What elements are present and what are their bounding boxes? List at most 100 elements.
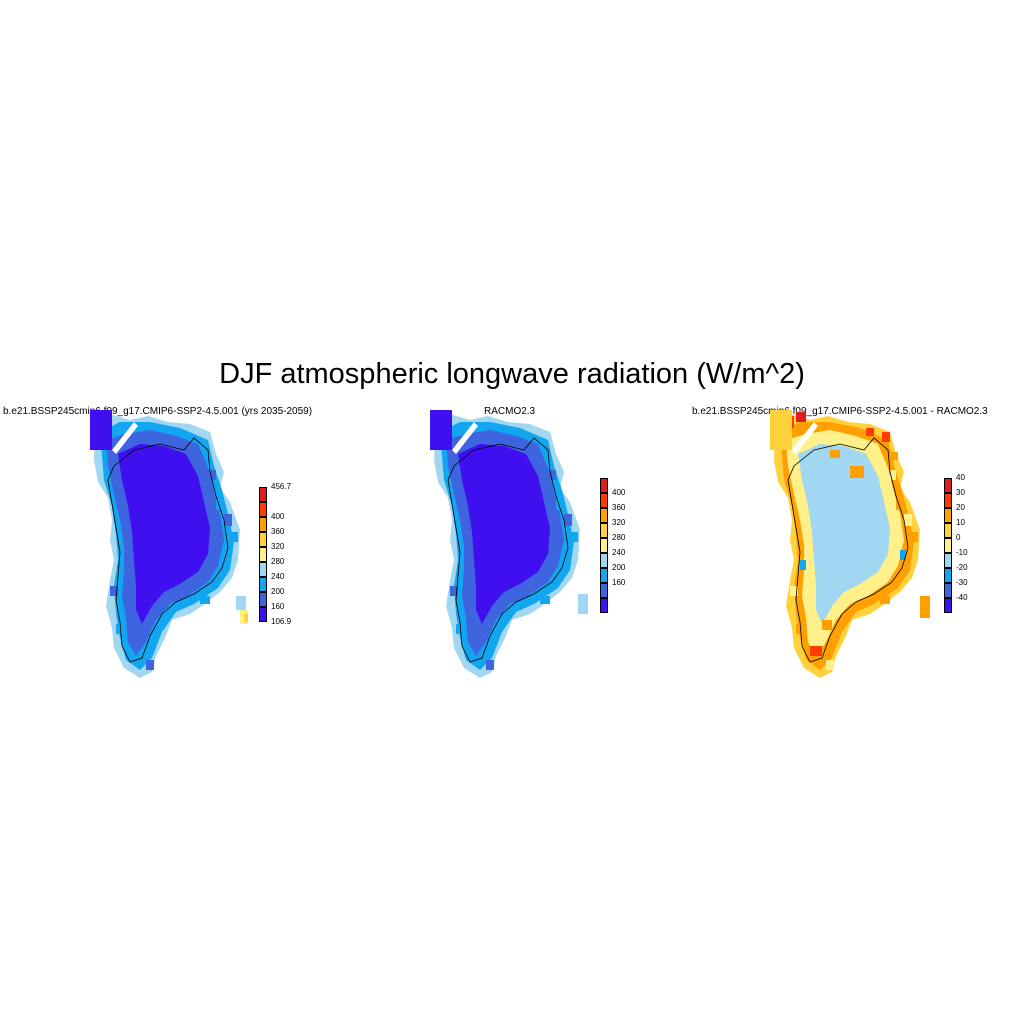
colorbar-label: 360 — [612, 503, 626, 512]
grid-cell — [904, 514, 912, 526]
grid-cell — [900, 550, 906, 560]
grid-cell — [550, 470, 556, 480]
colorbar-swatch — [600, 508, 608, 523]
colorbar-label: 160 — [612, 578, 626, 587]
colorbar-label: 0 — [956, 533, 961, 542]
colorbar-swatch — [259, 502, 267, 517]
panel-model: 106.9 160 200 240 280 320 360 400 456.7 — [90, 410, 292, 685]
colorbar-label: 30 — [956, 488, 965, 497]
coastline — [107, 437, 229, 663]
colorbar-swatch — [600, 538, 608, 553]
colorbar-swatch — [944, 523, 952, 538]
ocean-gap — [112, 422, 138, 454]
colorbar-swatch — [600, 568, 608, 583]
island-cells — [578, 594, 588, 614]
map-difference — [770, 410, 930, 678]
colorbar-swatch — [600, 493, 608, 508]
colorbar-label: 10 — [956, 518, 965, 527]
colorbar-swatch — [944, 583, 952, 598]
grid-cell — [796, 624, 804, 634]
colorbar-label: 280 — [271, 557, 285, 566]
grid-cell — [850, 466, 864, 478]
colorbar-swatch — [259, 547, 267, 562]
colorbar-label: 200 — [612, 563, 626, 572]
grid-cell — [790, 586, 798, 596]
colorbar-swatch — [259, 532, 267, 547]
colorbar-label: -20 — [956, 563, 968, 572]
field-inner-zone — [798, 444, 890, 624]
grid-cell — [890, 470, 896, 480]
grid-cell — [880, 596, 890, 604]
ocean-gap — [452, 422, 478, 454]
grid-cell — [450, 586, 458, 596]
colorbar-label: 360 — [271, 527, 285, 536]
colorbar-label: 20 — [956, 503, 965, 512]
grid-cell — [456, 624, 464, 634]
grid-cell — [570, 532, 578, 542]
island-cells — [920, 596, 930, 618]
corner-cells — [770, 410, 792, 450]
colorbar-label: 280 — [612, 533, 626, 542]
colorbar-label: 200 — [271, 587, 285, 596]
field-inner-zone — [118, 444, 210, 624]
colorbar-label: -40 — [956, 593, 968, 602]
panel-racmo: 160 200 240 280 320 360 400 — [430, 410, 630, 685]
coastline — [447, 437, 569, 663]
colorbar-label: 320 — [612, 518, 626, 527]
colorbar-swatch — [600, 523, 608, 538]
colorbar-swatch — [944, 538, 952, 553]
grid-cell — [882, 432, 890, 442]
grid-cell — [866, 428, 874, 436]
map-model — [90, 410, 248, 678]
grid-cell — [540, 596, 550, 604]
grid-cell — [810, 646, 822, 656]
coastline — [787, 437, 909, 663]
grid-cell — [224, 514, 232, 526]
panel-title-difference: b.e21.BSSP245cmip6.f09_g17.CMIP6-SSP2-4.… — [692, 406, 988, 417]
corner-cells — [430, 410, 452, 450]
panel-difference: -40 -30 -20 -10 0 10 20 30 40 — [770, 410, 970, 685]
grid-cell — [564, 514, 572, 526]
colorbar-label: -10 — [956, 548, 968, 557]
colorbar-label: 160 — [271, 602, 285, 611]
colorbar-swatch — [259, 562, 267, 577]
colorbar-swatch — [259, 577, 267, 592]
grid-cell — [796, 412, 806, 422]
colorbar-label: 400 — [612, 488, 626, 497]
colorbar-label: 320 — [271, 542, 285, 551]
grid-cell — [230, 532, 238, 542]
field-inner-zone — [458, 444, 550, 624]
colorbar-swatch — [944, 598, 952, 613]
greenland-field — [94, 414, 248, 678]
greenland-field — [434, 414, 588, 678]
panel-title-racmo: RACMO2.3 — [484, 406, 536, 417]
grid-cell — [910, 532, 918, 542]
grid-cell — [116, 624, 124, 634]
colorbar-label: 240 — [271, 572, 285, 581]
colorbar-swatch — [600, 553, 608, 568]
colorbar-swatch — [600, 478, 608, 493]
colorbar-label: 400 — [271, 512, 285, 521]
grid-cell — [896, 500, 904, 510]
colorbar-swatch — [259, 607, 267, 622]
grid-cell — [200, 596, 210, 604]
greenland-field — [774, 412, 930, 678]
colorbar-swatch — [944, 493, 952, 508]
grid-cell — [556, 500, 564, 510]
grid-cell — [890, 452, 898, 460]
colorbar-label: 456.7 — [271, 482, 292, 491]
colorbar-label: 240 — [612, 548, 626, 557]
grid-cell — [830, 450, 840, 458]
colorbar-label: 106.9 — [271, 617, 292, 626]
island-cells — [236, 596, 246, 610]
colorbar-swatch — [259, 517, 267, 532]
grid-cell — [486, 660, 494, 670]
colorbar-label: -30 — [956, 578, 968, 587]
grid-cell — [826, 660, 834, 670]
map-racmo — [430, 410, 588, 678]
colorbar-swatch — [944, 478, 952, 493]
grid-cell — [800, 560, 806, 570]
colorbar-swatch — [259, 487, 267, 502]
grid-cell — [146, 660, 154, 670]
colorbar-label: 40 — [956, 473, 965, 482]
